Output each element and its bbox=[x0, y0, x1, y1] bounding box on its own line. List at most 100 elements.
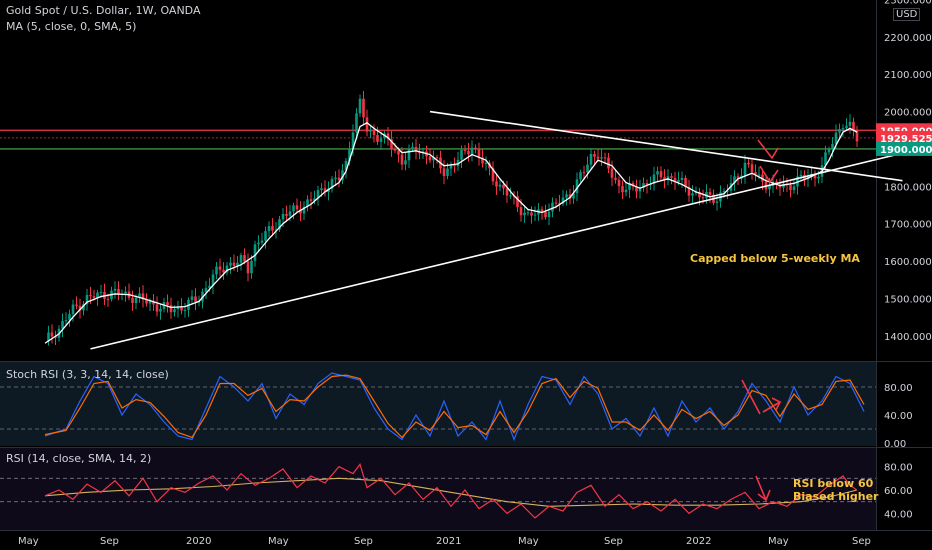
candle-body bbox=[246, 261, 250, 274]
arrow-annotations bbox=[741, 139, 782, 503]
rsi-legend: RSI (14, close, SMA, 14, 2) bbox=[6, 452, 152, 465]
price-tick-label: 1700.000 bbox=[884, 220, 932, 231]
time-tick-label: May bbox=[518, 536, 539, 547]
price-tick-label: 2000.000 bbox=[884, 108, 932, 119]
stoch-rsi-lines bbox=[44, 372, 865, 442]
candle-body bbox=[243, 255, 246, 262]
candle-body bbox=[145, 299, 148, 304]
rsi-ma-line bbox=[44, 477, 858, 507]
candle-body bbox=[99, 291, 103, 293]
candle-body bbox=[327, 188, 330, 193]
candle-body bbox=[463, 150, 467, 152]
candle-body bbox=[491, 168, 495, 182]
candle-body bbox=[544, 211, 547, 218]
candle-body bbox=[309, 199, 313, 201]
falling-resistance-trendline bbox=[429, 110, 903, 182]
candle-body bbox=[652, 174, 656, 184]
arrow-down-icon bbox=[757, 139, 779, 160]
candle-body bbox=[467, 150, 470, 155]
candle-body bbox=[61, 320, 64, 329]
candle-body bbox=[323, 188, 327, 193]
candle-body bbox=[498, 184, 502, 187]
rising-support-trendline bbox=[90, 148, 921, 350]
candle-body bbox=[372, 129, 376, 135]
candle-body bbox=[334, 177, 337, 179]
candle-body bbox=[684, 177, 687, 187]
candle-body bbox=[96, 292, 99, 298]
ma-note: Capped below 5-weekly MA bbox=[690, 252, 860, 265]
price-badge bbox=[876, 141, 932, 156]
candle-body bbox=[645, 183, 649, 186]
candle-body bbox=[194, 296, 197, 302]
rsi-tick-label: 40.00 bbox=[884, 509, 913, 520]
candle-body bbox=[274, 229, 278, 231]
candle-body bbox=[393, 148, 397, 151]
candle-body bbox=[222, 269, 225, 273]
candle-body bbox=[190, 296, 194, 300]
candle-body bbox=[743, 162, 747, 176]
candle-body bbox=[470, 147, 474, 155]
candle-body bbox=[218, 266, 222, 270]
time-tick-label: Sep bbox=[604, 536, 623, 547]
candle-body bbox=[232, 262, 236, 266]
level-lines bbox=[0, 129, 876, 503]
time-tick-label: Sep bbox=[100, 536, 119, 547]
candle-body bbox=[855, 130, 859, 142]
candle-body bbox=[215, 266, 218, 275]
candle-body bbox=[761, 174, 764, 182]
candle-body bbox=[313, 198, 316, 201]
price-badge-label: 1929.525 bbox=[880, 134, 932, 145]
stoch-legend: Stoch RSI (3, 3, 14, 14, close) bbox=[6, 368, 169, 381]
candle-body bbox=[530, 212, 533, 216]
candle-body bbox=[204, 288, 208, 292]
candle-body bbox=[379, 138, 383, 142]
candle-body bbox=[642, 183, 645, 189]
candle-body bbox=[747, 162, 750, 165]
candle-body bbox=[519, 207, 523, 216]
candle-body bbox=[183, 309, 187, 311]
candle-body bbox=[687, 186, 691, 196]
candle-body bbox=[250, 260, 253, 274]
time-tick-label: Sep bbox=[354, 536, 373, 547]
time-tick-label: May bbox=[768, 536, 789, 547]
candle-body bbox=[173, 309, 176, 313]
candle-body bbox=[484, 162, 488, 164]
candle-body bbox=[117, 288, 120, 295]
candle-body bbox=[757, 174, 761, 176]
stoch-tick-label: 0.00 bbox=[884, 439, 906, 450]
candle-body bbox=[523, 212, 526, 216]
candle-body bbox=[292, 205, 295, 212]
candle-body bbox=[306, 199, 309, 207]
candle-body bbox=[551, 202, 554, 212]
candle-body bbox=[281, 213, 285, 220]
chart-title: Gold Spot / U.S. Dollar, 1W, OANDA bbox=[6, 4, 201, 17]
candle-body bbox=[285, 213, 288, 216]
candle-body bbox=[817, 176, 820, 179]
candle-body bbox=[428, 156, 432, 161]
candle-body bbox=[449, 165, 453, 169]
candle-body bbox=[211, 274, 215, 286]
candle-body bbox=[82, 304, 85, 311]
rsi-lines bbox=[44, 463, 858, 519]
candle-body bbox=[442, 168, 446, 177]
currency-badge[interactable]: USD bbox=[893, 8, 921, 21]
candle-body bbox=[124, 291, 127, 294]
candle-body bbox=[691, 193, 694, 196]
candle-body bbox=[134, 297, 138, 304]
candle-body bbox=[302, 206, 306, 214]
price-tick-label: 2300.000 bbox=[884, 0, 932, 6]
price-tick-label: 1500.000 bbox=[884, 294, 932, 305]
ma-legend: MA (5, close, 0, SMA, 5) bbox=[6, 20, 137, 33]
candle-body bbox=[390, 139, 393, 149]
stoch-k-line bbox=[44, 372, 865, 442]
candle-body bbox=[614, 177, 617, 180]
candle-body bbox=[526, 212, 530, 214]
candle-body bbox=[505, 188, 509, 196]
arrow-up-icon bbox=[762, 397, 782, 413]
price-tick-label: 2100.000 bbox=[884, 70, 932, 81]
candle-body bbox=[344, 161, 348, 171]
candle-body bbox=[85, 294, 89, 305]
candle-body bbox=[477, 148, 481, 158]
candle-body bbox=[600, 157, 603, 159]
